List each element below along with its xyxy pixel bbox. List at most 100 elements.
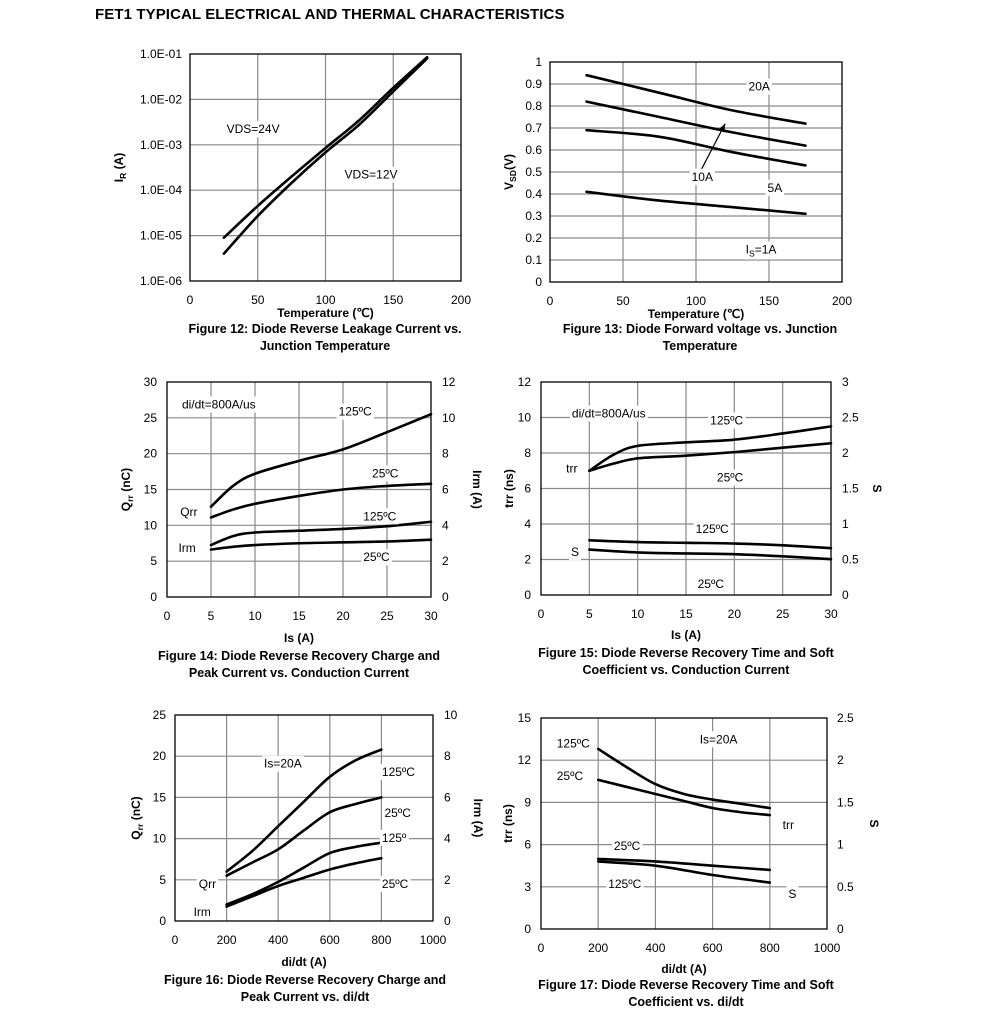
chart-fig14: 0 5 10 15 20 25 30 0 5 10 15 20 25 30 0 2 4 6 8 10 12 Is (A) Q… (119, 375, 484, 645)
fig16-annotation-4: 25ºC (382, 877, 409, 891)
fig16-xtick-label: 400 (268, 933, 288, 947)
fig15-ytick-label: 2 (524, 553, 531, 567)
fig13-ylabel-rest: (V) (502, 154, 516, 170)
fig13-ytick-label: 0.6 (525, 143, 542, 157)
caption-fig15-line1: Figure 15: Diode Reverse Recovery Time a… (538, 646, 834, 660)
fig15-annotation-3: trr (566, 462, 577, 476)
fig13-ylabel-sub: SD (508, 170, 518, 182)
fig16-frame (174, 714, 434, 922)
fig13-annotation-bg-0 (746, 78, 772, 95)
fig14-xtick-label: 15 (292, 609, 306, 623)
fig17-series-line-3 (596, 860, 772, 884)
fig13-ytick-label: 0 (535, 275, 542, 289)
fig15-y2tick-label: 3 (842, 375, 849, 389)
fig15-y2label: S (870, 484, 884, 492)
caption-fig17-line2: Coefficient vs. di/dt (628, 995, 744, 1009)
fig15-annotation-2: 25ºC (717, 470, 744, 484)
fig17-annotation-3: trr (783, 818, 794, 832)
fig14-ylabel-sub: rr (125, 494, 135, 501)
chart-fig12: 0 50 100 150 200 1.0E-06 1.0E-05 1.0E-04 1.0E-03… (112, 47, 471, 320)
fig17-annotation-bg-3 (780, 817, 797, 834)
fig12-xtick-label: 50 (251, 293, 265, 307)
fig13-annotation-3-sub: S (749, 248, 755, 258)
fig16-annotation-5: Qrr (199, 877, 216, 891)
fig13-xtick-label: 0 (547, 294, 554, 308)
chart-fig15: 0 5 10 15 20 25 30 0 2 4 6 8 10 12 0 0.5 1 1.5 2 2.5 3 Is (A)… (502, 375, 884, 642)
fig12-xtick-label: 100 (315, 293, 335, 307)
fig14-xtick-label: 20 (336, 609, 350, 623)
fig16-annotation-bg-3 (379, 829, 409, 846)
chart-fig16: 0 200 400 600 800 1000 0 5 10 15 20 25 0 2 4 6 8 10 di/dt … (129, 708, 485, 969)
fig13-ytick-label: 0.8 (525, 99, 542, 113)
caption-fig12-line2: Junction Temperature (259, 339, 391, 353)
fig13-arrow-head (718, 123, 726, 133)
fig17-series-line-0 (596, 747, 772, 810)
fig15-xtick-label: 15 (679, 607, 693, 621)
fig14-xtick-label: 30 (424, 609, 438, 623)
fig12-annotation-0: VDS=24V (227, 122, 280, 136)
fig17-series-line-2 (596, 857, 772, 872)
fig13-ytick-label: 0.1 (525, 253, 542, 267)
fig14-ytick-label: 5 (150, 554, 157, 568)
fig12-xtick-label: 200 (451, 293, 471, 307)
fig16-ylabel-rest: (nC) (129, 796, 143, 823)
fig14-xtick-label: 25 (380, 609, 394, 623)
fig12-series-line-0 (222, 55, 429, 239)
fig16-ytick-label: 25 (153, 708, 167, 722)
fig16-y2label: Irm (A) (471, 799, 485, 838)
fig17-y2label: S (867, 819, 881, 827)
fig15-annotation-bg-5 (568, 543, 581, 560)
fig17-ytick-label: 0 (524, 922, 531, 936)
fig12-ytick-label: 1.0E-01 (140, 47, 182, 61)
fig13-ytick-label: 0.3 (525, 209, 542, 223)
fig12-ylabel-sub: R (118, 172, 128, 179)
fig15-series-line-0 (588, 425, 833, 473)
fig13-annotation-3-main: I (746, 242, 749, 256)
fig13-annotation-3-rest: =1A (755, 242, 777, 256)
fig17-ylabel: trr (ns) (501, 804, 515, 843)
fig15-annotation-1: 125ºC (710, 414, 743, 428)
fig16-y2tick-label: 0 (444, 914, 451, 928)
fig16-ylabel-sub: rr (135, 823, 145, 830)
fig16-annotation-0: Is=20A (264, 757, 302, 771)
fig16-annotation-2: 25ºC (384, 806, 411, 820)
caption-fig16: Figure 16: Diode Reverse Recovery Charge… (130, 972, 480, 1006)
fig13-series-line-0 (585, 73, 807, 125)
fig13-annotation-1: 10A (692, 170, 713, 184)
caption-fig15-line2: Coefficient vs. Conduction Current (582, 663, 790, 677)
fig14-y2tick-label: 2 (442, 554, 449, 568)
fig15-xtick-label: 0 (538, 607, 545, 621)
fig14-annotation-3: 125ºC (363, 509, 396, 523)
fig16-annotation-bg-4 (379, 876, 411, 893)
fig15-annotation-0: di/dt=800A/us (572, 407, 646, 421)
fig13-ytick-label: 0.2 (525, 231, 542, 245)
fig13-ytick-label: 0.9 (525, 77, 542, 91)
fig14-ytick-label: 15 (144, 483, 158, 497)
fig17-ytick-label: 12 (518, 753, 532, 767)
caption-fig14: Figure 14: Diode Reverse Recovery Charge… (124, 648, 474, 682)
fig14-annotation-bg-3 (361, 508, 399, 525)
caption-fig13: Figure 13: Diode Forward voltage vs. Jun… (520, 321, 880, 355)
caption-fig16-line2: Peak Current vs. di/dt (240, 990, 370, 1004)
fig16-series-line-0 (225, 748, 383, 873)
fig16-xtick-label: 800 (371, 933, 391, 947)
fig14-y2tick-label: 4 (442, 518, 449, 532)
fig16-y2tick-label: 6 (444, 790, 451, 804)
fig13-ylabel-main: V (502, 182, 516, 190)
chart-fig17: 0 200 400 600 800 1000 0 3 6 9 12 15 0 0.5 1 1.5 2 2.5 di/… (501, 711, 881, 976)
fig13-ytick-label: 1 (535, 55, 542, 69)
fig14-series-line-2 (209, 520, 433, 547)
fig15-ytick-label: 0 (524, 588, 531, 602)
fig17-annotation-bg-5 (606, 876, 644, 893)
fig17-xlabel: di/dt (A) (661, 962, 706, 976)
fig14-y2tick-label: 12 (442, 375, 456, 389)
caption-fig14-line2: Peak Current vs. Conduction Current (188, 666, 410, 680)
fig15-y2tick-label: 0 (842, 588, 849, 602)
fig13-series-line-1 (585, 100, 807, 147)
fig12-ytick-label: 1.0E-02 (140, 92, 182, 106)
fig14-annotation-bg-5 (178, 504, 200, 521)
caption-fig14-line1: Figure 14: Diode Reverse Recovery Charge… (157, 649, 441, 663)
fig12-ylabel: IR (A) (112, 153, 128, 183)
fig16-y2tick-label: 2 (444, 873, 451, 887)
